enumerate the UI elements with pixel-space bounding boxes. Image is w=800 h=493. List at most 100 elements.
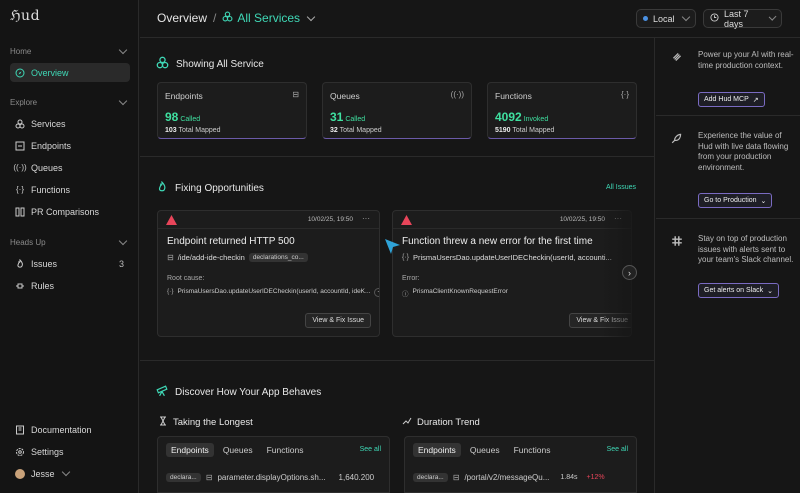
sidebar-item-overview[interactable]: Overview xyxy=(10,63,130,82)
error-circle-icon: ⓘ xyxy=(402,291,409,298)
stat-value: 98 xyxy=(165,110,179,124)
issue-card[interactable]: 10/02/25, 19:50 ··· Endpoint returned HT… xyxy=(157,210,380,337)
see-all-link[interactable]: See all xyxy=(359,446,381,453)
tab-functions[interactable]: Functions xyxy=(513,445,551,455)
avatar xyxy=(15,468,25,479)
services-icon xyxy=(156,56,169,72)
sidebar-item-functions[interactable]: {·} Functions xyxy=(10,180,130,199)
clock-icon xyxy=(710,13,719,24)
warning-icon xyxy=(166,215,177,225)
sidebar-item-pr-comparisons[interactable]: PR Comparisons xyxy=(10,202,130,221)
sidebar-item-settings[interactable]: Settings xyxy=(10,442,130,461)
item-name: /portal/v2/messageQu... xyxy=(464,473,550,482)
view-fix-issue-button[interactable]: View & Fix Issue xyxy=(305,313,371,328)
fire-icon xyxy=(156,180,168,196)
chevron-down-icon xyxy=(61,467,70,477)
section-title: Fixing Opportunities xyxy=(175,183,264,194)
issues-count-badge: 3 xyxy=(118,258,124,269)
chevron-down-icon xyxy=(118,45,128,55)
stat-label: Endpoints xyxy=(165,91,203,101)
mapped-count: 5190 xyxy=(495,127,511,134)
list-item[interactable]: declara... ⊟ /portal/v2/messageQu... 1.8… xyxy=(413,473,605,482)
sidebar-item-label: Queues xyxy=(31,162,63,173)
sidebar-item-services[interactable]: Services xyxy=(10,114,130,133)
sidebar-section-home[interactable]: Home xyxy=(10,45,128,56)
sidebar-item-rules[interactable]: Rules xyxy=(10,276,130,295)
sidebar-item-label: Documentation xyxy=(31,424,92,435)
slack-icon xyxy=(670,234,684,248)
promo-text: Stay on top of production issues with al… xyxy=(698,234,794,264)
stat-unit: Invoked xyxy=(523,116,549,123)
tab-queues[interactable]: Queues xyxy=(222,445,253,455)
tab-endpoints[interactable]: Endpoints xyxy=(413,443,461,457)
section-title: Showing All Service xyxy=(176,58,264,70)
section-label: Home xyxy=(10,47,32,56)
topbar: Overview / All Services Local Last 7 day… xyxy=(140,0,800,38)
sidebar: ℌud Home Overview Explore Services Endpo… xyxy=(0,0,139,493)
environment-selector[interactable]: Local xyxy=(636,9,696,28)
divider xyxy=(656,218,800,219)
issue-path: ⊟ /ide/add-ide-checkin declarations_co..… xyxy=(167,253,308,262)
service-tag: declara... xyxy=(166,473,201,482)
divider xyxy=(656,115,800,116)
taking-longest-panel: Endpoints Queues Functions See all decla… xyxy=(157,436,390,493)
more-options-icon[interactable]: ··· xyxy=(362,214,370,223)
sidebar-item-queues[interactable]: ((·)) Queues xyxy=(10,158,130,177)
sidebar-item-issues[interactable]: Issues 3 xyxy=(10,254,130,273)
chevron-down-icon xyxy=(681,12,691,22)
service-selector[interactable]: All Services xyxy=(222,11,316,25)
mapped-label: Total Mapped xyxy=(512,127,555,134)
sidebar-item-label: Issues xyxy=(31,258,58,269)
issue-path: {·} PrismaUsersDao.updateUserIDECheckin(… xyxy=(402,253,612,262)
sidebar-section-explore[interactable]: Explore xyxy=(10,96,128,107)
telescope-icon xyxy=(156,385,168,400)
main-content: Showing All Service Endpoints ⊟ 98 Called… xyxy=(140,38,655,493)
panel-title: Duration Trend xyxy=(417,417,480,428)
see-all-link[interactable]: See all xyxy=(606,446,628,453)
sidebar-item-label: Rules xyxy=(31,280,55,291)
sidebar-item-endpoints[interactable]: Endpoints xyxy=(10,136,130,155)
mapped-label: Total Mapped xyxy=(178,127,221,134)
button-label: Go to Production xyxy=(704,197,757,204)
user-name: Jesse xyxy=(31,468,55,479)
issue-title: Endpoint returned HTTP 500 xyxy=(167,236,295,247)
trend-delta: +12% xyxy=(586,474,605,481)
go-to-production-button[interactable]: Go to Production ⌄ xyxy=(698,193,773,208)
issue-path-text: /ide/add-ide-checkin xyxy=(177,253,245,262)
error-type: ⓘ PrismaClientKnownRequestError xyxy=(402,288,508,298)
list-item[interactable]: declara... ⊟ parameter.displayOptions.sh… xyxy=(166,473,374,482)
carousel-next-button[interactable]: › xyxy=(622,265,637,280)
issue-card[interactable]: 10/02/25, 19:50 ··· Function threw a new… xyxy=(392,210,632,337)
item-value: 1.84s xyxy=(560,474,578,481)
tab-queues[interactable]: Queues xyxy=(469,445,500,455)
card-header: 10/02/25, 19:50 ··· xyxy=(393,211,631,229)
date-range-selector[interactable]: Last 7 days xyxy=(703,9,782,29)
service-tag: declarations_co... xyxy=(248,253,308,262)
card-header: 10/02/25, 19:50 ··· xyxy=(158,211,379,229)
services-icon xyxy=(222,11,233,25)
stat-card-endpoints[interactable]: Endpoints ⊟ 98 Called 103 Total Mapped xyxy=(157,82,307,139)
stat-value: 31 xyxy=(330,110,344,124)
sidebar-item-documentation[interactable]: Documentation xyxy=(10,420,130,439)
get-alerts-slack-button[interactable]: Get alerts on Slack ⌄ xyxy=(698,283,780,298)
add-hud-mcp-button[interactable]: Add Hud MCP ↗ xyxy=(698,92,765,107)
tab-endpoints[interactable]: Endpoints xyxy=(166,443,214,457)
hud-logo[interactable]: ℌud xyxy=(10,8,41,24)
rocket-icon xyxy=(670,131,684,145)
user-menu[interactable]: Jesse xyxy=(10,464,130,483)
endpoints-icon xyxy=(15,141,25,151)
all-issues-link[interactable]: All Issues xyxy=(606,184,636,191)
stat-card-functions[interactable]: Functions {·} 4092 Invoked 5190 Total Map… xyxy=(487,82,637,139)
pr-icon xyxy=(15,207,25,217)
button-label: Get alerts on Slack xyxy=(704,287,764,294)
sidebar-section-heads-up[interactable]: Heads Up xyxy=(10,236,128,247)
root-cause-label: Root cause: xyxy=(167,275,205,282)
taking-longest-title: Taking the Longest xyxy=(158,416,253,429)
tab-functions[interactable]: Functions xyxy=(266,445,304,455)
breadcrumb-current: All Services xyxy=(237,11,301,25)
breadcrumb-root[interactable]: Overview xyxy=(157,11,208,25)
item-value: 1,640.200 xyxy=(338,473,375,482)
sidebar-item-label: Functions xyxy=(31,184,71,195)
issue-path-text: PrismaUsersDao.updateUserIDECheckin(user… xyxy=(413,253,612,262)
stat-card-queues[interactable]: Queues ((·)) 31 Called 32 Total Mapped xyxy=(322,82,472,139)
